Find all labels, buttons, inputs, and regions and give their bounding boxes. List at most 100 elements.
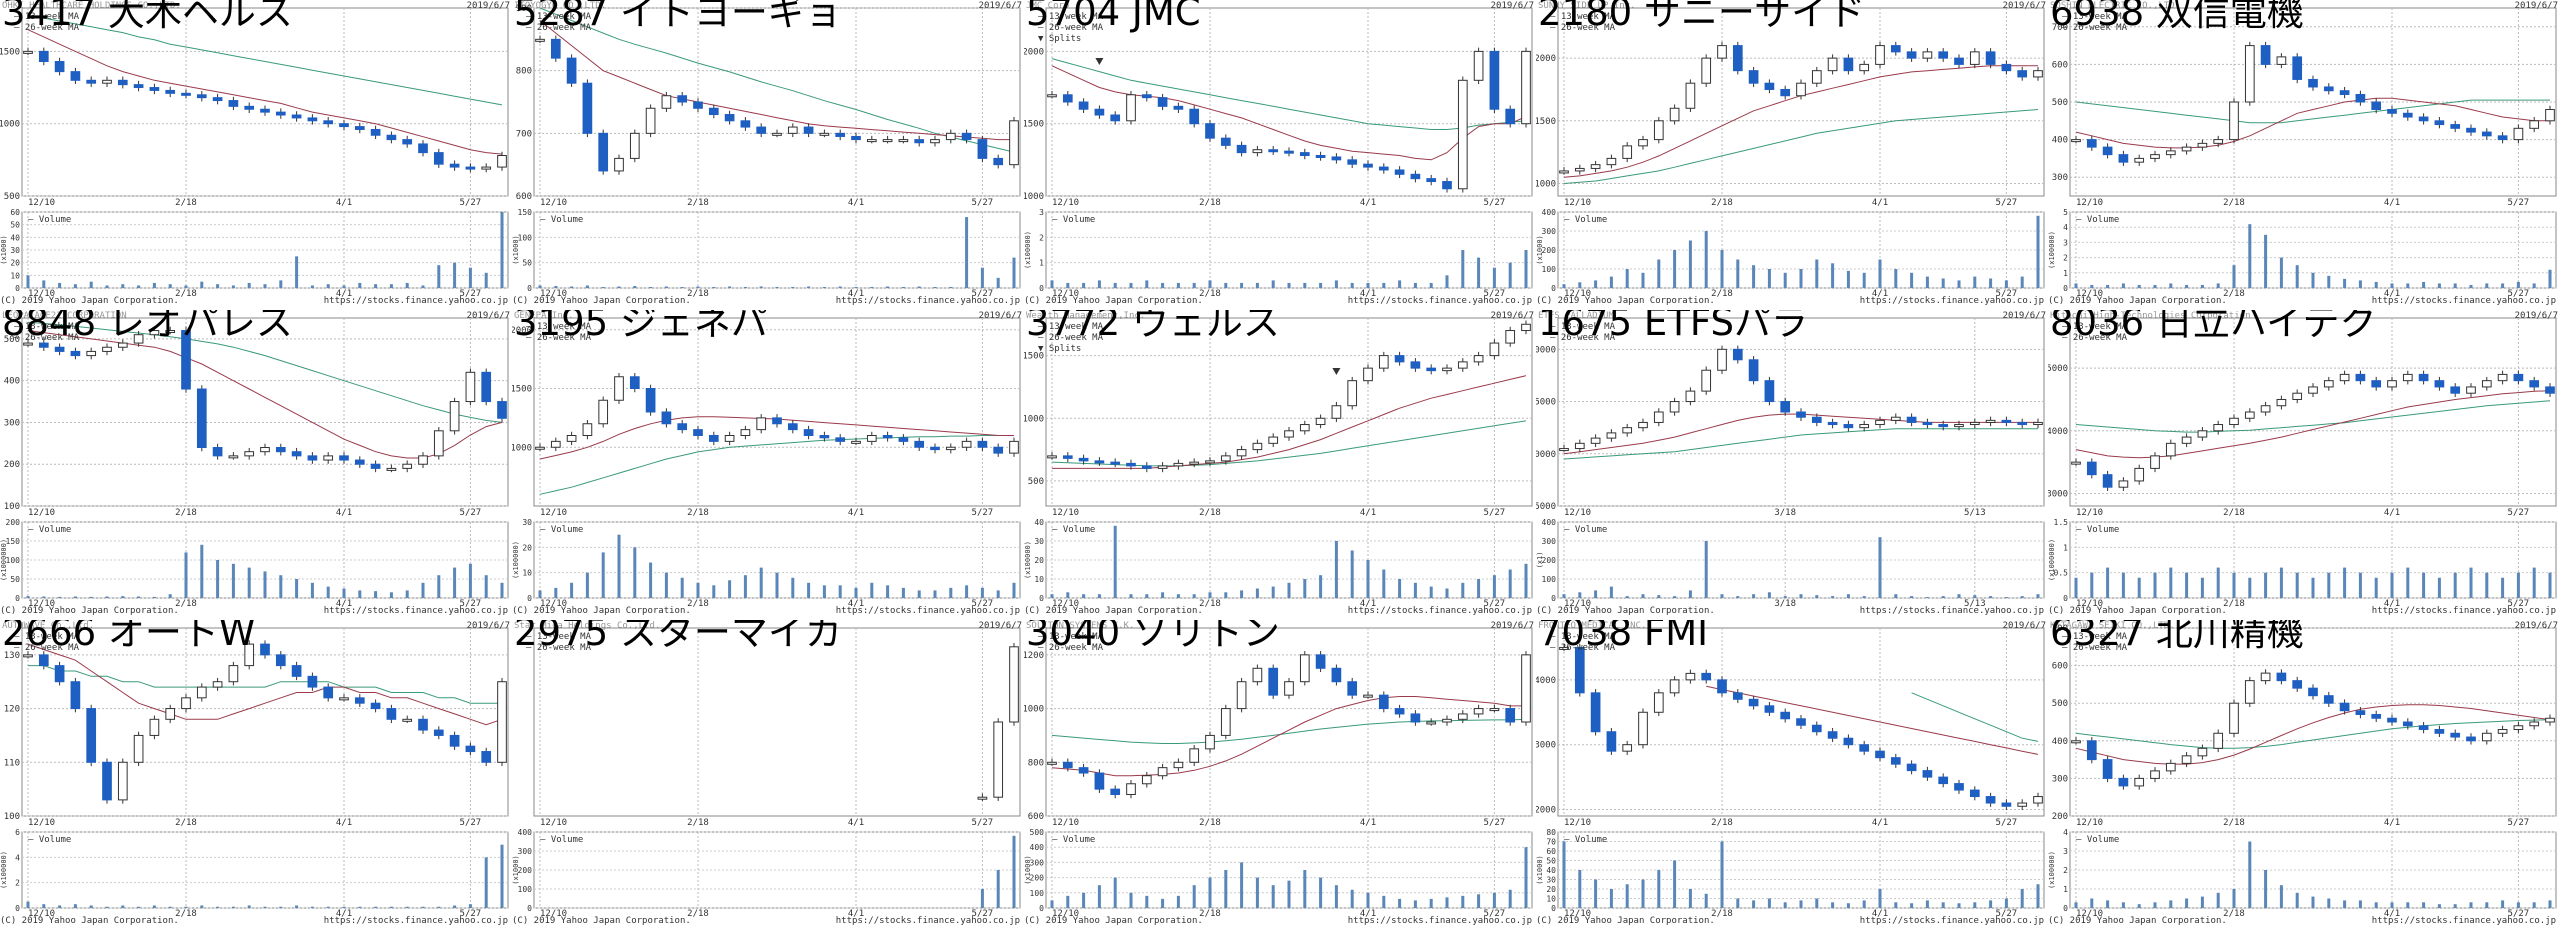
candle — [2086, 139, 2097, 148]
volume-bar — [1129, 594, 1133, 598]
volume-bar — [2390, 283, 2394, 288]
volume-bar — [1767, 269, 1771, 288]
volume-bar — [633, 285, 637, 288]
volume-bar — [965, 585, 969, 598]
candle — [2292, 680, 2303, 689]
candle — [2086, 461, 2097, 476]
x-tick-label: 12/10 — [540, 508, 567, 518]
candle — [418, 455, 428, 465]
candle — [1574, 646, 1585, 694]
ma13-line — [2075, 97, 2550, 149]
candle — [1126, 94, 1136, 122]
candle — [2434, 120, 2445, 126]
candle — [1811, 70, 1822, 84]
x-tick-label: 12/10 — [1564, 198, 1591, 208]
vol-tick-label: 80 — [1546, 828, 1556, 837]
volume-bar — [1192, 282, 1196, 288]
candle — [1638, 139, 1648, 147]
volume-bar — [1255, 588, 1259, 598]
volume-bar — [886, 585, 890, 598]
volume-bar — [996, 590, 1000, 598]
ma26-line — [1051, 58, 1527, 130]
candle — [629, 132, 640, 159]
chart-date: 2019/6/7 — [2514, 311, 2558, 321]
volume-bar — [1657, 870, 1661, 908]
volume-bar — [1012, 582, 1016, 598]
volume-legend: — Volume — [28, 215, 71, 225]
volume-bar — [1736, 898, 1740, 908]
chart-subtitle: SOLITON SYSTEMS K.K. — [1026, 621, 1135, 631]
volume-bar — [2232, 265, 2236, 288]
y-tick-label: 400 — [4, 377, 20, 387]
legend-entry: — 26-week MA — [2062, 643, 2128, 653]
candle — [102, 761, 112, 801]
volume-bar — [1562, 594, 1566, 598]
volume-bar — [1066, 895, 1070, 908]
candle — [1796, 411, 1806, 418]
candle — [1173, 105, 1184, 110]
candle — [1331, 667, 1342, 683]
x-tick-label: 4/1 — [1360, 909, 1376, 919]
candle — [323, 455, 334, 461]
volume-bar — [1240, 590, 1244, 598]
volume-bar — [1255, 877, 1259, 908]
candle — [433, 152, 444, 165]
legend-entry-splits: ▼ Splits — [1038, 344, 1082, 354]
candle — [1126, 462, 1136, 467]
x-tick-label: 12/10 — [540, 289, 567, 299]
source-url: https://stocks.finance.yahoo.co.jp — [323, 606, 508, 616]
vol-unit-label: (x100000) — [2048, 851, 2056, 889]
volume-bar — [1012, 257, 1016, 288]
volume-bar — [601, 552, 605, 598]
volume-bar — [1862, 596, 1866, 598]
volume-bar — [1673, 250, 1677, 288]
x-tick-label: 5/27 — [1484, 508, 1506, 518]
candle — [2229, 101, 2239, 141]
candle — [1078, 101, 1089, 110]
volume-bar — [26, 275, 30, 288]
volume-panel — [21, 831, 509, 909]
candle — [708, 435, 719, 442]
legend-entry: — 13-week MA — [14, 322, 80, 332]
candle — [38, 50, 49, 63]
candle — [851, 135, 861, 141]
candle — [1284, 430, 1294, 438]
legend-entry: — 13-week MA — [526, 12, 592, 22]
candle — [2513, 127, 2524, 141]
candle — [1094, 460, 1105, 464]
volume-bar — [949, 286, 953, 288]
vol-tick-label: 300 — [1542, 227, 1557, 236]
volume-bar — [1941, 902, 1945, 908]
chart-svg: 12/10 12/10 2/18 2/18 4/1 4/1 5/27 5/27 3000 4000… — [2048, 317, 2557, 609]
candle — [1220, 708, 1231, 736]
candle — [1685, 672, 1696, 681]
candle — [1859, 63, 1870, 72]
volume-bar — [1910, 272, 1914, 288]
volume-bar — [152, 596, 156, 598]
chart-footer: (C) 2019 Yahoo Japan Corporation. https:/… — [1536, 606, 2046, 616]
candle — [1252, 667, 1263, 683]
candle — [1363, 367, 1373, 382]
vol-tick-label: 2 — [2063, 254, 2068, 263]
volume-bar — [500, 582, 504, 598]
candle — [1394, 169, 1405, 175]
volume-bar — [405, 906, 409, 908]
y-tick-label: 600 — [1028, 812, 1044, 822]
volume-bar — [1989, 596, 1993, 598]
x-tick-label: 5/27 — [972, 818, 994, 828]
vol-tick-label: 0 — [15, 904, 20, 913]
x-tick-label: 2/18 — [2223, 508, 2245, 518]
candle — [1780, 88, 1791, 97]
volume-bar — [2406, 902, 2410, 908]
candle — [1473, 50, 1484, 81]
volume-bar — [901, 286, 905, 288]
candle — [2260, 45, 2271, 65]
chart-title: 6327 北川精機 — [2050, 620, 2304, 654]
vol-tick-label: 300 — [1542, 537, 1557, 546]
candle — [1574, 442, 1585, 450]
volume-bar — [649, 286, 653, 288]
volume-bar — [1609, 586, 1613, 598]
volume-bar — [247, 905, 251, 908]
ma13-line — [539, 20, 1014, 141]
volume-bar — [2279, 257, 2283, 288]
